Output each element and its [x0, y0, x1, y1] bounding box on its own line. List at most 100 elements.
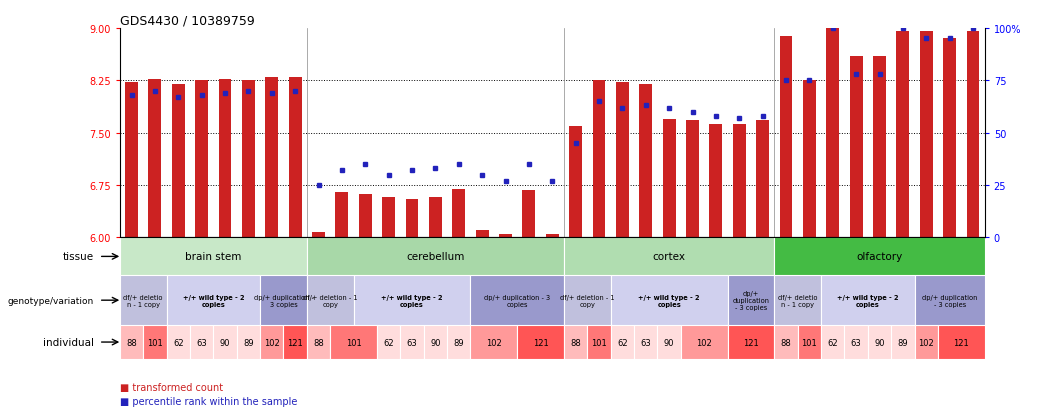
Bar	[896, 32, 910, 238]
Bar	[611, 325, 635, 359]
Bar	[779, 37, 792, 238]
Text: 121: 121	[743, 338, 759, 347]
Text: +/+ wild type - 2
copies: +/+ wild type - 2 copies	[381, 294, 443, 307]
Bar	[915, 325, 938, 359]
Bar	[429, 197, 442, 238]
Text: 63: 63	[196, 338, 207, 347]
Bar	[306, 276, 353, 325]
Text: 63: 63	[406, 338, 418, 347]
Bar	[564, 276, 611, 325]
Text: 101: 101	[346, 338, 362, 347]
Bar	[844, 325, 868, 359]
Bar	[849, 57, 863, 238]
Text: 62: 62	[827, 338, 838, 347]
Bar	[663, 119, 675, 238]
Bar	[148, 80, 162, 238]
Bar	[424, 325, 447, 359]
Bar	[564, 325, 588, 359]
Text: 89: 89	[243, 338, 253, 347]
Bar	[733, 125, 746, 238]
Bar	[727, 276, 774, 325]
Text: 101: 101	[801, 338, 817, 347]
Bar	[306, 325, 330, 359]
Bar	[214, 325, 237, 359]
Bar	[915, 276, 985, 325]
Bar	[546, 234, 559, 238]
Bar	[499, 234, 512, 238]
Bar	[635, 325, 658, 359]
Text: +/+ wild type - 2
copies: +/+ wild type - 2 copies	[837, 294, 898, 307]
Bar	[920, 32, 933, 238]
Text: 102: 102	[696, 338, 712, 347]
Text: 121: 121	[953, 338, 969, 347]
Bar	[266, 78, 278, 238]
Text: brain stem: brain stem	[185, 252, 242, 262]
Text: 90: 90	[874, 338, 885, 347]
Bar	[242, 81, 255, 238]
Bar	[283, 325, 306, 359]
Bar	[658, 325, 680, 359]
Text: 102: 102	[918, 338, 934, 347]
Text: 89: 89	[897, 338, 909, 347]
Bar	[405, 199, 419, 238]
Bar	[611, 276, 727, 325]
Text: cerebellum: cerebellum	[406, 252, 465, 262]
Bar	[120, 325, 143, 359]
Bar	[470, 276, 564, 325]
Text: cortex: cortex	[652, 252, 686, 262]
Bar	[522, 190, 536, 238]
Bar	[680, 325, 727, 359]
Bar	[873, 57, 886, 238]
Text: 62: 62	[173, 338, 183, 347]
Bar	[377, 325, 400, 359]
Bar	[219, 80, 231, 238]
Text: df/+ deletio
n - 1 copy: df/+ deletio n - 1 copy	[778, 294, 817, 307]
Text: ■ transformed count: ■ transformed count	[120, 382, 223, 392]
Text: 63: 63	[850, 338, 862, 347]
Bar	[260, 276, 306, 325]
Text: 89: 89	[453, 338, 464, 347]
Text: 101: 101	[147, 338, 163, 347]
Bar	[593, 81, 605, 238]
Text: genotype/variation: genotype/variation	[8, 296, 94, 305]
Bar	[774, 238, 985, 276]
Bar	[452, 189, 465, 238]
Bar	[289, 78, 301, 238]
Text: ■ percentile rank within the sample: ■ percentile rank within the sample	[120, 396, 297, 406]
Bar	[517, 325, 564, 359]
Text: 88: 88	[570, 338, 581, 347]
Bar	[564, 238, 774, 276]
Bar	[195, 81, 208, 238]
Text: tissue: tissue	[63, 252, 94, 262]
Text: olfactory: olfactory	[857, 252, 902, 262]
Bar	[821, 276, 915, 325]
Bar	[774, 325, 798, 359]
Bar	[306, 238, 564, 276]
Bar	[588, 325, 611, 359]
Text: 101: 101	[591, 338, 606, 347]
Bar	[943, 39, 957, 238]
Bar	[798, 325, 821, 359]
Text: dp/+ duplication -
3 copies: dp/+ duplication - 3 copies	[253, 294, 314, 307]
Text: df/+ deletion - 1
copy: df/+ deletion - 1 copy	[560, 294, 615, 307]
Bar	[470, 325, 517, 359]
Bar	[237, 325, 260, 359]
Text: 121: 121	[532, 338, 548, 347]
Bar	[967, 32, 979, 238]
Bar	[358, 195, 372, 238]
Bar	[938, 325, 985, 359]
Bar	[756, 121, 769, 238]
Bar	[891, 325, 915, 359]
Bar	[727, 325, 774, 359]
Bar	[336, 192, 348, 238]
Text: +/+ wild type - 2
copies: +/+ wild type - 2 copies	[639, 294, 700, 307]
Text: 88: 88	[126, 338, 137, 347]
Text: 62: 62	[383, 338, 394, 347]
Text: dp/+
duplication
- 3 copies: dp/+ duplication - 3 copies	[733, 290, 769, 311]
Bar	[616, 83, 628, 238]
Bar	[686, 121, 699, 238]
Text: individual: individual	[43, 337, 94, 347]
Bar	[821, 325, 844, 359]
Text: 63: 63	[641, 338, 651, 347]
Text: 102: 102	[264, 338, 279, 347]
